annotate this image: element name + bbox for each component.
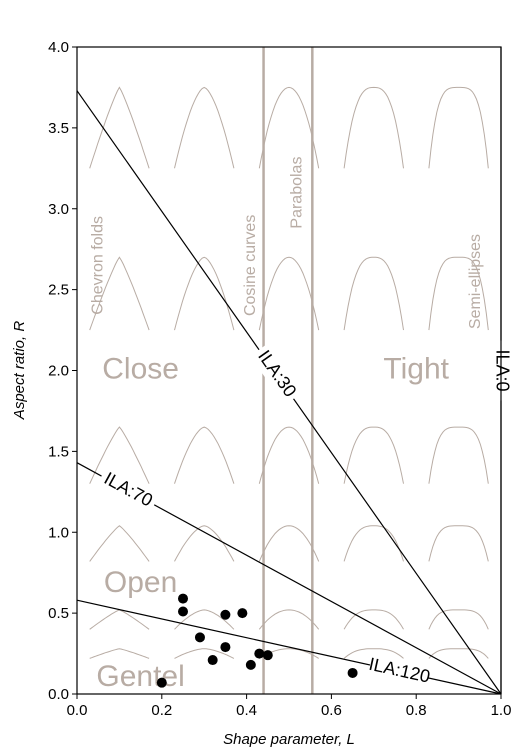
chart: Shape parameter, L Aspect ratio, R Chevr… [0,0,513,752]
data-point [220,610,230,620]
data-point [208,655,218,665]
shape-label: Parabolas [289,157,306,229]
fold-glyph [175,87,234,168]
fold-glyph [90,87,149,168]
x-tick-label: 0.4 [236,702,257,719]
shape-label: Chevron folds [89,216,106,315]
fold-glyph [429,649,488,659]
y-tick-label: 3.0 [48,201,69,218]
y-axis-label: Aspect ratio, R [11,321,28,421]
y-tick-label: 1.0 [48,524,69,541]
x-tick-label: 0.2 [151,702,172,719]
data-point [237,608,247,618]
fold-glyph [344,257,403,330]
fold-glyph [259,87,318,168]
region-label: Close [102,353,179,386]
fold-glyph [259,257,318,330]
ila-label: ILA:0 [492,349,512,391]
data-point [254,649,264,659]
data-point [246,660,256,670]
ila-label: ILA:70 [101,468,156,510]
fold-glyph [344,427,403,484]
data-point [263,650,273,660]
y-tick-label: 3.5 [48,120,69,137]
shape-label: Semi-ellipses [467,234,484,329]
y-tick-label: 4.0 [48,39,69,56]
data-point [178,594,188,604]
y-tick-label: 2.0 [48,363,69,380]
fold-glyph [429,610,488,629]
fold-glyph [429,427,488,484]
data-point [220,642,230,652]
fold-glyph [90,610,149,629]
y-tick-label: 1.5 [48,443,69,460]
y-tick-label: 0.0 [48,686,69,703]
region-label: Gentel [96,660,184,693]
x-tick-label: 0.0 [67,702,88,719]
data-point [195,632,205,642]
fold-glyph [429,526,488,562]
fold-glyph [259,610,318,629]
fold-glyph [259,427,318,484]
fold-glyph [259,526,318,562]
data-point [178,607,188,617]
region-label: Open [104,566,177,599]
fold-glyph [90,649,149,659]
y-tick-label: 2.5 [48,282,69,299]
data-point [157,678,167,688]
x-axis-label: Shape parameter, L [223,731,355,748]
fold-glyph [429,87,488,168]
fold-glyph [344,87,403,168]
x-tick-label: 0.8 [406,702,427,719]
fold-glyph [90,526,149,562]
shape-label: Cosine curves [242,215,259,316]
fold-glyph [175,257,234,330]
fold-glyph [175,427,234,484]
y-tick-label: 0.5 [48,605,69,622]
region-label: Tight [383,353,449,386]
x-tick-label: 1.0 [491,702,512,719]
x-tick-label: 0.6 [321,702,342,719]
data-point [348,668,358,678]
